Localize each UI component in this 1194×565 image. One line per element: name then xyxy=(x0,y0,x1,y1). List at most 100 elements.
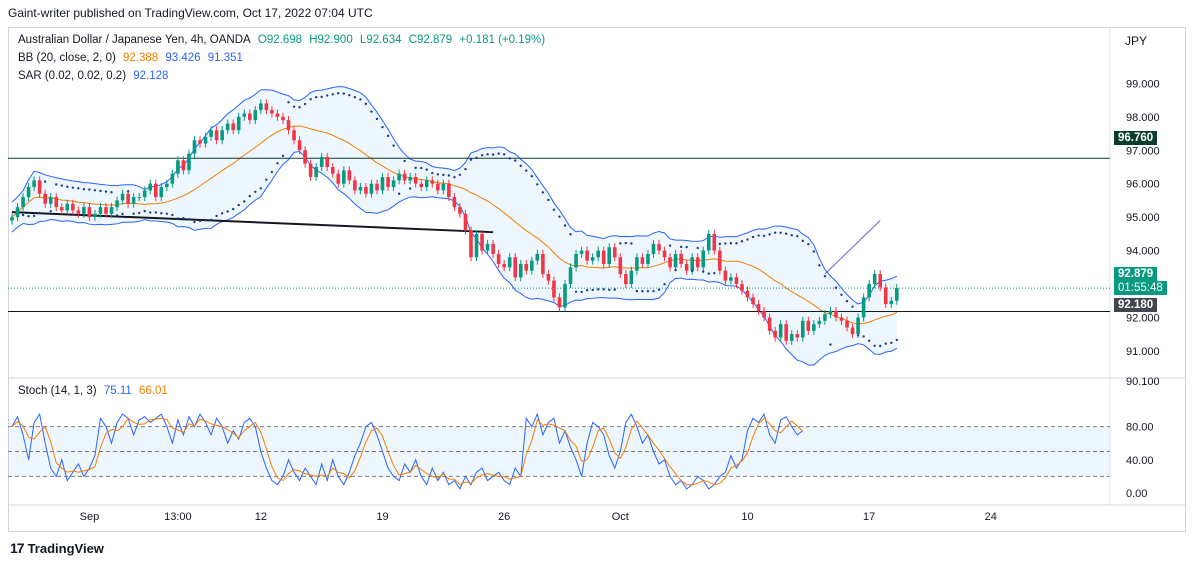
sar-dot xyxy=(486,153,489,156)
candle-body xyxy=(176,160,180,174)
sar-dot xyxy=(232,207,235,211)
stoch-tick-label: 80.00 xyxy=(1126,422,1154,434)
sar-dot xyxy=(132,212,135,215)
candle-body xyxy=(541,253,545,274)
time-tick-label: Sep xyxy=(80,511,100,523)
candle-body xyxy=(596,250,600,258)
candle-body xyxy=(259,103,263,111)
sar-dot xyxy=(696,246,699,250)
sar-dot xyxy=(536,183,539,186)
candle-body xyxy=(441,183,446,191)
candle-body xyxy=(419,183,424,188)
sar-dot xyxy=(867,339,871,342)
sar-dot xyxy=(718,242,722,246)
sar-dot xyxy=(215,214,218,218)
candle-body xyxy=(325,156,330,167)
sar-dot xyxy=(287,101,290,104)
sar-dot xyxy=(397,192,401,195)
candle-body xyxy=(236,116,241,131)
sar-dot xyxy=(773,231,777,234)
candle-body xyxy=(518,263,523,278)
candle-body xyxy=(784,324,788,341)
candle-body xyxy=(706,233,711,251)
candles-group xyxy=(10,99,899,345)
candle-body xyxy=(557,297,562,308)
sar-dot xyxy=(790,233,793,237)
candle-body xyxy=(867,284,871,298)
sar-dot xyxy=(812,250,816,253)
candle-body xyxy=(120,193,125,201)
legend-bb-upper: 93.426 xyxy=(165,52,201,64)
sar-dot xyxy=(840,293,843,296)
sar-dot xyxy=(879,344,882,348)
sar-dot xyxy=(375,117,379,121)
candle-body xyxy=(524,263,529,271)
legend-sar-label: SAR (0.02, 0.02, 0.2) xyxy=(18,70,127,82)
candle-body xyxy=(430,180,435,184)
trendline xyxy=(11,211,494,234)
legend-stoch-d: 66.01 xyxy=(138,385,168,397)
sar-dot xyxy=(690,269,694,273)
candle-body xyxy=(187,153,191,171)
legend-bb-label: BB (20, close, 2, 0) xyxy=(18,52,116,64)
sar-dot xyxy=(580,290,583,294)
candle-body xyxy=(153,183,158,198)
candle-body xyxy=(26,187,31,198)
sar-dot xyxy=(326,94,329,97)
candle-body xyxy=(463,213,468,231)
legend-bb-lower: 91.351 xyxy=(207,52,243,64)
sar-dot xyxy=(420,166,423,170)
time-tick-label: Oct xyxy=(612,511,629,523)
candle-body xyxy=(839,317,844,321)
candle-body xyxy=(872,273,877,285)
candle-body xyxy=(883,287,888,305)
candle-body xyxy=(856,317,860,335)
sar-dot xyxy=(585,288,589,292)
sar-dot xyxy=(624,241,628,245)
candle-body xyxy=(292,130,296,141)
candle-body xyxy=(369,183,374,194)
legend-low: L92.634 xyxy=(359,34,402,46)
candle-body xyxy=(618,257,623,274)
stoch-band-fill xyxy=(8,426,1110,477)
candle-body xyxy=(668,257,672,268)
candle-body xyxy=(408,177,412,181)
candle-body xyxy=(59,207,64,211)
candle-body xyxy=(424,180,429,188)
sar-dot xyxy=(890,341,893,345)
candle-body xyxy=(823,314,827,321)
candle-body xyxy=(756,304,761,311)
candle-body xyxy=(131,197,136,204)
candle-body xyxy=(513,257,518,278)
candle-body xyxy=(607,247,612,264)
candle-body xyxy=(220,130,224,141)
sar-dot xyxy=(845,300,849,303)
candle-body xyxy=(126,193,130,204)
sar-dot xyxy=(757,234,760,237)
candle-body xyxy=(530,260,534,271)
candle-body xyxy=(474,233,479,258)
candle-body xyxy=(336,173,341,184)
candle-body xyxy=(48,197,53,204)
candle-body xyxy=(109,207,114,214)
sar-dot xyxy=(807,242,810,246)
sar-dot xyxy=(348,93,351,97)
price-tick-label: 92.000 xyxy=(1126,312,1160,324)
sar-dot xyxy=(613,288,616,291)
candle-body xyxy=(552,280,556,298)
stoch-tick-label: 40.00 xyxy=(1126,455,1154,467)
sar-dot xyxy=(21,213,25,217)
sar-dot xyxy=(508,157,511,160)
candle-body xyxy=(436,183,440,191)
time-tick-label: 13:00 xyxy=(164,511,192,523)
candle-body xyxy=(82,207,86,214)
footer-brand[interactable]: 17 TradingView xyxy=(10,540,104,556)
sar-dot xyxy=(55,183,58,186)
candle-body xyxy=(458,207,462,214)
candle-body xyxy=(203,136,208,144)
candle-body xyxy=(878,273,883,288)
candle-body xyxy=(712,233,717,251)
sar-dot xyxy=(453,176,456,179)
candle-body xyxy=(579,250,584,254)
